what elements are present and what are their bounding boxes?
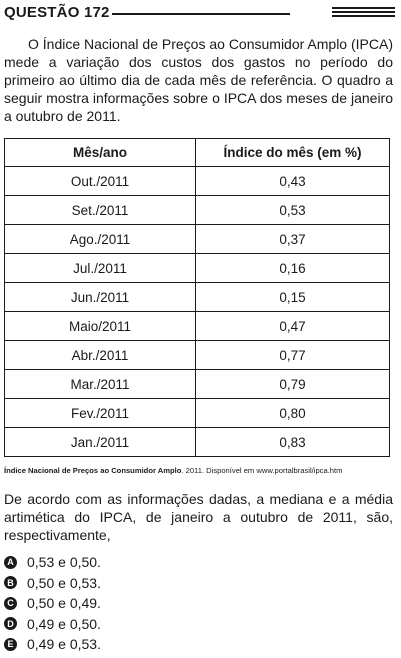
month-cell: Jun./2011 xyxy=(4,282,196,312)
intro-paragraph: O Índice Nacional de Preços ao Consumido… xyxy=(4,35,393,125)
index-cell: 0,43 xyxy=(195,166,390,196)
table-row: Jun./2011 0,15 xyxy=(4,282,390,312)
option-letter-badge: A xyxy=(4,555,17,569)
index-cell: 0,83 xyxy=(195,427,390,457)
table-header-row: Mês/ano Índice do mês (em %) xyxy=(4,138,390,167)
source-details: . 2011. Disponível em www.portalbrasil/i… xyxy=(181,466,343,475)
ipca-table: Mês/ano Índice do mês (em %) Out./2011 0,… xyxy=(4,138,390,457)
index-cell: 0,47 xyxy=(195,311,390,341)
month-cell: Set./2011 xyxy=(4,195,196,225)
column-header-month: Mês/ano xyxy=(4,138,196,167)
header-rule xyxy=(112,13,290,15)
index-cell: 0,16 xyxy=(195,253,390,283)
table-row: Jul./2011 0,16 xyxy=(4,253,390,283)
month-cell: Ago./2011 xyxy=(4,224,196,254)
table-row: Out./2011 0,43 xyxy=(4,166,390,196)
answer-options: A 0,53 e 0,50. B 0,50 e 0,53. C 0,50 e 0,49… xyxy=(4,552,384,655)
index-cell: 0,80 xyxy=(195,398,390,428)
index-cell: 0,79 xyxy=(195,369,390,399)
month-cell: Out./2011 xyxy=(4,166,196,196)
table-row: Maio/2011 0,47 xyxy=(4,311,390,341)
option-letter-badge: D xyxy=(4,617,17,631)
index-cell: 0,53 xyxy=(195,195,390,225)
intro-text: O Índice Nacional de Preços ao Consumido… xyxy=(4,36,393,124)
month-cell: Abr./2011 xyxy=(4,340,196,370)
table-row: Fev./2011 0,80 xyxy=(4,398,390,428)
month-cell: Jan./2011 xyxy=(4,427,196,457)
question-header: QUESTÃO 172 xyxy=(4,4,397,24)
option-letter-badge: B xyxy=(4,576,17,590)
index-cell: 0,37 xyxy=(195,224,390,254)
table-row: Jan./2011 0,83 xyxy=(4,427,390,457)
option-letter-badge: C xyxy=(4,596,17,610)
source-title: Índice Nacional de Preços ao Consumidor … xyxy=(4,466,182,475)
header-bars xyxy=(332,7,395,19)
option-d[interactable]: D 0,49 e 0,50. xyxy=(4,614,384,635)
table-row: Abr./2011 0,77 xyxy=(4,340,390,370)
table-row: Mar./2011 0,79 xyxy=(4,369,390,399)
table-row: Set./2011 0,53 xyxy=(4,195,390,225)
index-cell: 0,15 xyxy=(195,282,390,312)
table-row: Ago./2011 0,37 xyxy=(4,224,390,254)
option-c[interactable]: C 0,50 e 0,49. xyxy=(4,593,384,614)
option-text: 0,49 e 0,50. xyxy=(27,615,101,632)
month-cell: Fev./2011 xyxy=(4,398,196,428)
option-b[interactable]: B 0,50 e 0,53. xyxy=(4,573,384,594)
question-number: QUESTÃO 172 xyxy=(4,4,110,21)
option-e[interactable]: E 0,49 e 0,53. xyxy=(4,634,384,655)
option-a[interactable]: A 0,53 e 0,50. xyxy=(4,552,384,573)
month-cell: Maio/2011 xyxy=(4,311,196,341)
option-text: 0,49 e 0,53. xyxy=(27,636,101,653)
option-text: 0,53 e 0,50. xyxy=(27,554,101,571)
option-letter-badge: E xyxy=(4,637,17,651)
question-stem: De acordo com as informações dadas, a me… xyxy=(4,491,393,543)
month-cell: Mar./2011 xyxy=(4,369,196,399)
option-text: 0,50 e 0,49. xyxy=(27,595,101,612)
option-text: 0,50 e 0,53. xyxy=(27,574,101,591)
source-citation: Índice Nacional de Preços ao Consumidor … xyxy=(4,466,397,475)
column-header-index: Índice do mês (em %) xyxy=(195,138,390,167)
month-cell: Jul./2011 xyxy=(4,253,196,283)
index-cell: 0,77 xyxy=(195,340,390,370)
